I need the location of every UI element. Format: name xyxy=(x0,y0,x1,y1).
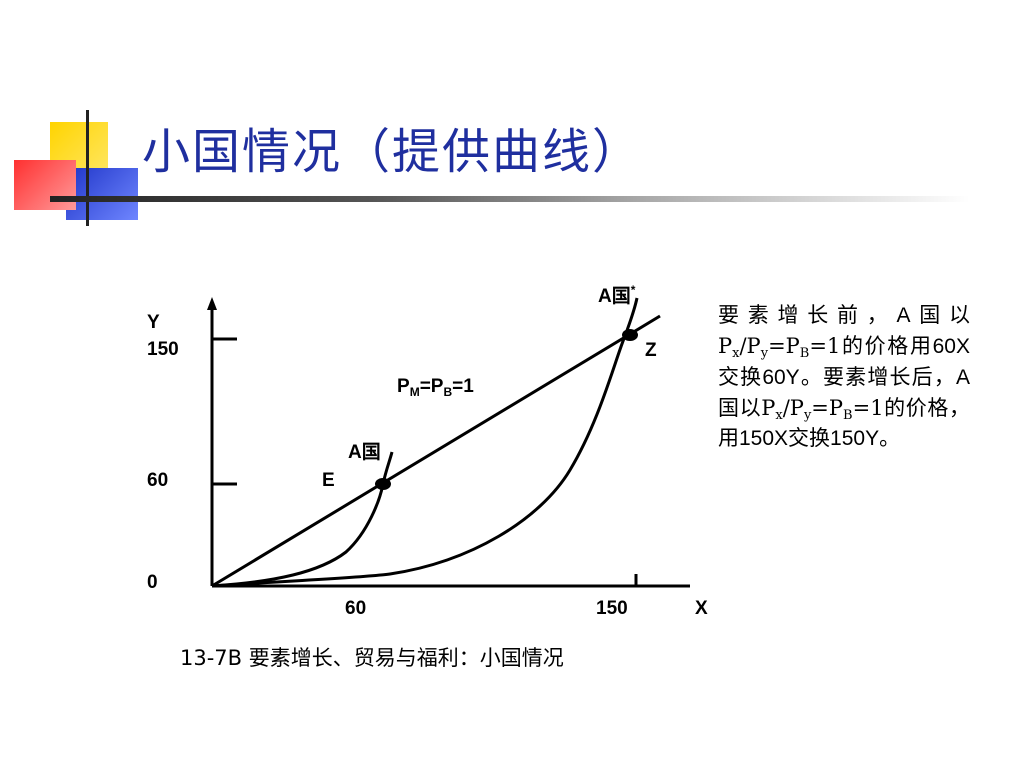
note-part: /P xyxy=(782,396,804,420)
note-part: 60X xyxy=(932,335,970,358)
note-part: 要素增长前， xyxy=(718,303,897,327)
note-part: 150Y xyxy=(830,427,880,450)
note-part: 交换 xyxy=(718,365,763,389)
note-part: P xyxy=(761,396,776,420)
note-part: =P xyxy=(768,334,800,358)
deco-blue-square xyxy=(66,168,138,220)
deco-vertical-line xyxy=(86,110,89,226)
offer-curve-after-label: A国* xyxy=(598,283,636,307)
note-part: /P xyxy=(739,334,761,358)
explanation-text: 要素增长前，A国以Px/Py=PB=1的价格用60X交换60Y。要素增长后，A国… xyxy=(718,300,970,454)
offer-curve-before-label: A国 xyxy=(348,441,381,463)
note-part: 。要素增长后， xyxy=(799,365,956,389)
x-tick-label-150: 150 xyxy=(596,598,628,619)
x-axis-label: X xyxy=(695,598,708,619)
point-e xyxy=(375,478,391,490)
slide-title: 小国情况（提供曲线） xyxy=(142,124,643,180)
note-sub: B xyxy=(843,408,853,423)
note-part: =1的价格用 xyxy=(809,334,933,358)
y-tick-label-0: 0 xyxy=(147,572,158,593)
title-rule xyxy=(50,196,970,202)
offer-curve-after xyxy=(211,297,639,588)
x-tick-label-60: 60 xyxy=(345,598,366,619)
note-sub: x xyxy=(775,408,783,423)
note-part: =1的价格，用 xyxy=(718,396,970,450)
note-sub: B xyxy=(799,346,810,361)
offer-curve-before xyxy=(211,451,394,588)
note-sub: x xyxy=(732,346,740,361)
note-part: 国以 xyxy=(718,396,762,420)
note-sub: y xyxy=(803,408,812,423)
note-part: =P xyxy=(811,396,844,420)
point-e-label: E xyxy=(322,470,335,491)
price-line-label: PM=PB=1 xyxy=(397,376,474,399)
note-sub: y xyxy=(760,346,769,361)
y-axis-label: Y xyxy=(147,312,160,333)
note-part: 交换 xyxy=(788,426,831,450)
terms-of-trade-line xyxy=(211,314,661,588)
figure-caption: 13-7B 要素增长、贸易与福利：小国情况 xyxy=(180,646,564,670)
note-part: A国以 xyxy=(896,304,971,327)
y-axis-arrow xyxy=(207,297,217,310)
y-tick-label-150: 150 xyxy=(147,339,179,360)
note-part: A xyxy=(956,366,971,389)
point-z-label: Z xyxy=(645,340,657,361)
y-tick-label-60: 60 xyxy=(147,470,168,491)
note-part: P xyxy=(718,334,733,358)
note-part: 。 xyxy=(879,426,901,450)
note-part: 60Y xyxy=(762,366,800,389)
note-part: 150X xyxy=(739,427,789,450)
point-z xyxy=(622,329,638,341)
